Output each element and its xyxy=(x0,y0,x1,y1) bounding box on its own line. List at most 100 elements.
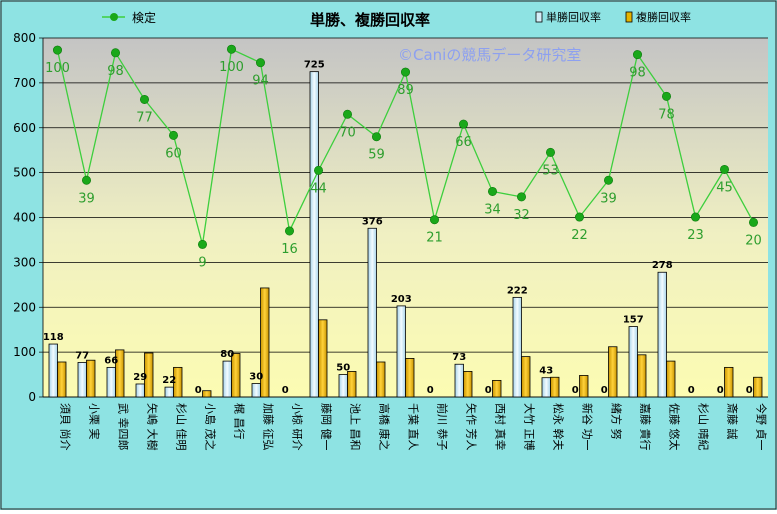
line-marker xyxy=(140,94,150,104)
bar-fukusho xyxy=(579,375,589,398)
bar-fukusho xyxy=(463,371,473,398)
legend-bar1-swatch xyxy=(535,11,543,23)
bar-tansho xyxy=(338,374,348,398)
bar-fukusho xyxy=(202,390,212,398)
bar-fukusho xyxy=(521,356,531,398)
bar-tansho-label: 80 xyxy=(220,349,234,360)
bar-fukusho xyxy=(260,287,270,398)
bar-fukusho xyxy=(492,379,502,398)
line-value-label: 16 xyxy=(281,242,298,257)
bar-tansho xyxy=(251,383,261,398)
line-value-label: 78 xyxy=(658,107,675,122)
y-tick-label: 800 xyxy=(13,31,36,45)
bar-fukusho xyxy=(57,361,67,398)
x-tick-label: 小栗 実 xyxy=(88,403,102,440)
bar-fukusho xyxy=(637,354,647,398)
bar-tansho-label: 0 xyxy=(601,385,608,396)
line-marker xyxy=(632,50,642,60)
line-value-label: 66 xyxy=(455,135,472,150)
line-marker xyxy=(545,147,555,157)
line-value-label: 22 xyxy=(571,228,588,243)
line-marker xyxy=(52,45,62,55)
line-marker xyxy=(748,217,758,227)
line-value-label: 89 xyxy=(397,83,414,98)
x-tick-label: 杉山 晴紀 xyxy=(697,403,711,451)
line-value-label: 94 xyxy=(252,74,269,89)
bar-tansho-label: 0 xyxy=(427,385,434,396)
bar-tansho xyxy=(309,71,319,398)
bar-fukusho xyxy=(405,358,415,398)
line-marker xyxy=(255,58,265,68)
line-marker xyxy=(690,212,700,222)
x-tick-label: 矢作 芳人 xyxy=(465,403,479,451)
x-tick-label: 梶 昌行 xyxy=(233,403,247,440)
x-tick-label: 千葉 直人 xyxy=(407,403,421,451)
legend-line-marker xyxy=(110,13,118,21)
line-marker xyxy=(574,212,584,222)
y-tick-label: 400 xyxy=(13,211,36,225)
bars xyxy=(48,71,763,398)
bar-fukusho xyxy=(144,352,154,398)
line-value-label: 32 xyxy=(513,208,530,223)
x-tick-label: 西村 真幸 xyxy=(494,403,508,451)
x-axis-labels: 須貝 尚介 小栗 実 武 幸四郎 矢嶋 大樹 杉山 佳明 小島 茂之 梶 昌行 加藤 征弘 小椋… xyxy=(59,403,769,451)
x-tick-label: 矢嶋 大樹 xyxy=(146,403,160,451)
line-marker xyxy=(342,109,352,119)
bar-tansho xyxy=(541,377,551,398)
bar-tansho xyxy=(106,366,116,398)
x-tick-label: 佐藤 悠太 xyxy=(668,403,682,451)
line-marker xyxy=(284,226,294,236)
x-tick-label: 藤岡 健一 xyxy=(320,403,333,451)
line-value-label: 21 xyxy=(426,231,443,246)
y-tick-label: 200 xyxy=(13,300,36,314)
x-tick-label: 加藤 征弘 xyxy=(262,403,275,451)
bar-tansho-label: 50 xyxy=(336,363,350,374)
bar-tansho xyxy=(222,360,232,398)
line-value-label: 70 xyxy=(339,125,356,140)
bar-tansho xyxy=(657,271,667,398)
x-tick-label: 前川 恭子 xyxy=(436,403,450,451)
line-value-label: 20 xyxy=(745,233,762,248)
bar-tansho-label: 157 xyxy=(623,315,644,326)
bar-tansho-label: 73 xyxy=(452,352,466,363)
bar-tansho xyxy=(512,296,522,398)
line-marker xyxy=(227,44,237,54)
legend: 検定 単勝回収率 複勝回収率 xyxy=(102,10,691,25)
x-tick-label: 緒方 努 xyxy=(610,403,624,440)
bar-tansho-label: 0 xyxy=(746,385,753,396)
bar-fukusho xyxy=(86,359,96,398)
bar-tansho-label: 77 xyxy=(75,350,89,361)
line-marker xyxy=(458,119,468,129)
x-tick-label: 小椋 研介 xyxy=(291,403,305,451)
bar-fukusho xyxy=(318,319,328,398)
legend-bar1-label: 単勝回収率 xyxy=(546,10,601,24)
line-value-label: 53 xyxy=(542,163,559,178)
line-value-label: 34 xyxy=(484,202,501,217)
y-tick-label: 0 xyxy=(28,390,36,404)
bar-tansho-label: 29 xyxy=(133,372,147,383)
bar-fukusho xyxy=(753,376,763,398)
bar-fukusho xyxy=(231,353,241,398)
bar-tansho-label: 0 xyxy=(195,385,202,396)
watermark: ©Caniの競馬データ研究室 xyxy=(398,46,581,64)
line-marker xyxy=(371,132,381,142)
bar-tansho-label: 0 xyxy=(485,385,492,396)
bar-fukusho xyxy=(376,361,386,398)
line-marker xyxy=(82,175,92,185)
bar-tansho-label: 0 xyxy=(688,385,695,396)
line-value-labels: 100 39 98 77 60 9 100 94 16 44 70 59 89 21 66 34 32 53 22 3… xyxy=(45,60,762,270)
x-tick-label: 新谷 功一 xyxy=(581,403,595,451)
y-tick-label: 100 xyxy=(13,345,36,359)
x-tick-label: 嘉藤 貴行 xyxy=(639,403,653,451)
bar-fukusho xyxy=(173,366,183,398)
y-tick-label: 300 xyxy=(13,255,36,269)
line-marker xyxy=(198,239,208,249)
line-marker xyxy=(516,192,526,202)
bar-tansho-label: 0 xyxy=(282,385,289,396)
x-tick-label: 大竹 正博 xyxy=(523,403,537,451)
line-value-label: 98 xyxy=(107,64,124,79)
bar-tansho-label: 725 xyxy=(304,60,325,71)
